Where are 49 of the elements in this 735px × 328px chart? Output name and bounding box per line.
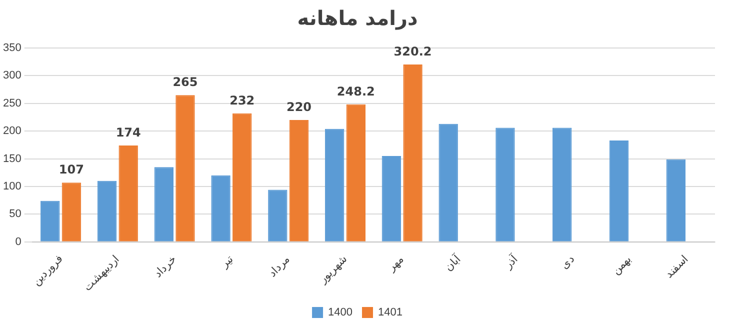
y-tick-label: 100 [2,180,22,192]
bar [176,95,195,242]
x-tick-label: دی [558,253,578,272]
data-label: 265 [172,75,198,90]
bar [154,167,174,242]
x-tick-label: آذر [501,252,521,272]
bar [666,159,686,242]
bar [211,175,230,242]
bar [438,124,458,242]
x-tick-label: بهمن [610,253,634,278]
bar [324,128,344,242]
data-label: 320.2 [394,44,432,59]
x-tick-label: مهر [385,253,406,275]
y-tick-label: 350 [2,42,22,54]
bar [609,140,629,242]
bar [232,113,252,242]
legend-label: 1401 [378,306,402,319]
data-label: 220 [286,100,312,114]
x-tick-label: آبان [442,252,464,274]
y-tick-label: 150 [2,152,22,165]
bar [403,64,422,242]
bar [40,200,60,242]
y-tick-label: 250 [2,97,22,110]
data-label: 107 [58,162,84,177]
x-tick-label: خرداد [152,253,179,280]
legend-label: 1400 [328,306,353,319]
bar [496,128,515,242]
bar [382,156,402,242]
x-tick-label: فروردین [30,253,66,288]
bar [268,190,288,242]
bar [289,120,309,242]
bar [346,104,366,242]
x-tick-label: اسفند [663,253,691,281]
x-tick-label: اردیبهشت [82,253,122,294]
y-tick-label: 0 [15,236,22,248]
y-tick-label: 200 [2,125,22,138]
y-tick-label: 300 [2,70,22,82]
data-label: 232 [230,93,255,108]
data-label: 174 [116,126,141,140]
y-tick-label: 50 [9,208,22,220]
chart-title: درامد ماهانه [297,6,418,30]
x-tick-label: مرداد [266,253,293,280]
bar [97,180,117,242]
data-label: 248.2 [336,84,375,99]
x-tick-label: شهریور [316,253,350,287]
bar [552,128,572,242]
bar [62,182,82,242]
bar [118,145,138,242]
x-tick-label: تیر [218,253,236,271]
